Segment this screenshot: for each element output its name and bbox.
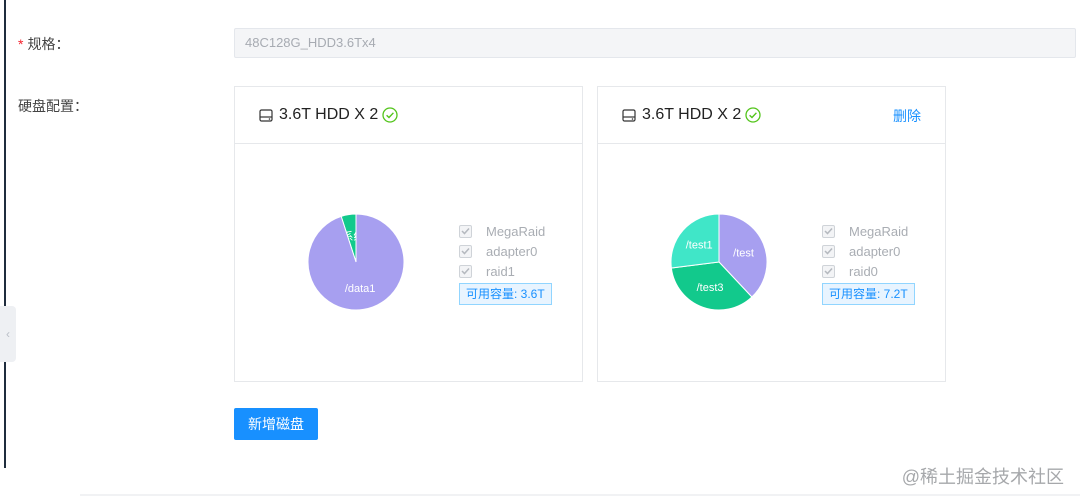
checkbox[interactable] <box>822 244 835 258</box>
pie-slice-label: /test3 <box>697 282 724 294</box>
checkbox[interactable] <box>459 244 472 258</box>
spec-label: * 规格： <box>18 36 70 52</box>
required-mark: * <box>18 36 24 52</box>
left-border <box>4 0 6 468</box>
delete-disk-link[interactable]: 删除 <box>893 108 921 124</box>
add-disk-button[interactable]: 新增磁盘 <box>234 408 318 440</box>
disk-title: 3.6T HDD X 2 <box>642 106 742 123</box>
option-row: MegaRaid <box>822 221 915 241</box>
option-row: raid0 <box>822 261 915 281</box>
watermark: @稀土掘金技术社区 <box>901 467 1064 487</box>
chevron-left-icon: ‹ <box>6 327 10 341</box>
disk-title: 3.6T HDD X 2 <box>279 106 379 123</box>
partition-pie-chart: /(系统)/data1 <box>307 213 405 311</box>
option-row: adapter0 <box>459 241 552 261</box>
pie-slice <box>718 213 768 298</box>
collapse-sidebar-handle[interactable]: ‹ <box>0 306 16 362</box>
pie-slice <box>307 213 405 311</box>
option-row: raid1 <box>459 261 552 281</box>
check-circle-icon <box>745 107 761 123</box>
option-row: MegaRaid <box>459 221 552 241</box>
pie-slice-label: /test <box>733 247 754 259</box>
spec-field[interactable]: 48C128G_HDD3.6Tx4 <box>234 28 1076 58</box>
pie-slice-label: /data1 <box>345 283 376 295</box>
hard-disk-icon <box>622 108 636 122</box>
capacity-badge: 可用容量: 7.2T <box>822 283 915 305</box>
check-circle-icon <box>382 107 398 123</box>
disk-card: 3.6T HDD X 2 删除 /test/test3/test1 MegaRa… <box>597 86 946 382</box>
capacity-badge: 可用容量: 3.6T <box>459 283 552 305</box>
disk-card: 3.6T HDD X 2 /(系统)/data1 MegaRaid adapte… <box>234 86 583 382</box>
option-row: adapter0 <box>822 241 915 261</box>
raid-options: MegaRaid adapter0 raid0 可用容量: 7.2T <box>822 221 915 305</box>
partition-pie-chart: /test/test3/test1 <box>670 213 768 311</box>
pie-slice-label: /test1 <box>686 240 713 252</box>
disk-card-header: 3.6T HDD X 2 删除 <box>598 87 945 144</box>
pie-slice <box>670 261 753 311</box>
raid-options: MegaRaid adapter0 raid1 可用容量: 3.6T <box>459 221 552 305</box>
pie-slice <box>670 213 720 269</box>
disk-config-label: 硬盘配置： <box>18 98 88 114</box>
checkbox[interactable] <box>822 224 835 238</box>
hard-disk-icon <box>259 108 273 122</box>
checkbox[interactable] <box>822 264 835 278</box>
checkbox[interactable] <box>459 224 472 238</box>
checkbox[interactable] <box>459 264 472 278</box>
divider <box>80 494 1080 496</box>
disk-card-header: 3.6T HDD X 2 <box>235 87 582 144</box>
